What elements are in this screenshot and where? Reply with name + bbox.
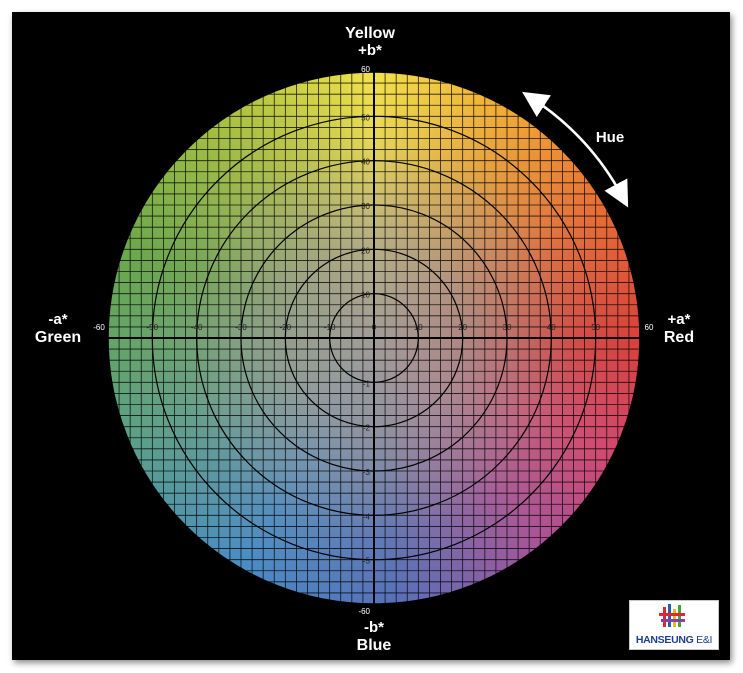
b-tick-label: -4 (363, 512, 371, 521)
green-label: Green (35, 329, 81, 346)
logo-suffix: E&I (696, 634, 713, 646)
a-tick-label: 50 (591, 323, 600, 332)
plus-b-label: +b* (358, 42, 382, 59)
logo-mark-icon (659, 604, 685, 627)
minus-a-label: -a* (48, 311, 67, 328)
b-tick-label: 40 (361, 158, 370, 167)
a-tick-label: 20 (458, 323, 467, 332)
a-tick-label: 30 (503, 323, 512, 332)
red-label: Red (664, 329, 694, 346)
a-tick-label: -40 (191, 323, 203, 332)
b-tick-label: -5 (363, 557, 371, 566)
b-tick-label: -2 (363, 424, 371, 433)
minus-b-label: -b* (364, 619, 384, 636)
a-tick-label: -20 (280, 323, 292, 332)
logo-name: HANSEUNG (635, 634, 694, 646)
b-tick-label: 60 (361, 65, 370, 74)
b-tick-label: 30 (361, 202, 370, 211)
a-tick-label: -50 (147, 323, 159, 332)
b-tick-label: 10 (361, 291, 370, 300)
hanseung-logo: HANSEUNG E&I (629, 600, 719, 650)
yellow-label: Yellow (345, 25, 395, 42)
b-tick-label: -60 (358, 607, 370, 616)
b-tick-label: 20 (361, 246, 370, 255)
b-tick-label: -1 (363, 379, 371, 388)
a-tick-label: 10 (414, 323, 423, 332)
hue-arrow (522, 91, 629, 208)
a-tick-label: 40 (547, 323, 556, 332)
hue-label: Hue (596, 129, 624, 146)
a-tick-label: 0 (372, 323, 377, 332)
a-tick-label: -30 (235, 323, 247, 332)
blue-label: Blue (357, 637, 392, 654)
a-tick-label: -60 (93, 323, 105, 332)
plus-a-label: +a* (668, 311, 691, 328)
a-tick-label: 60 (645, 323, 654, 332)
b-tick-label: -3 (363, 468, 371, 477)
a-tick-label: -10 (324, 323, 336, 332)
b-tick-label: 50 (361, 113, 370, 122)
